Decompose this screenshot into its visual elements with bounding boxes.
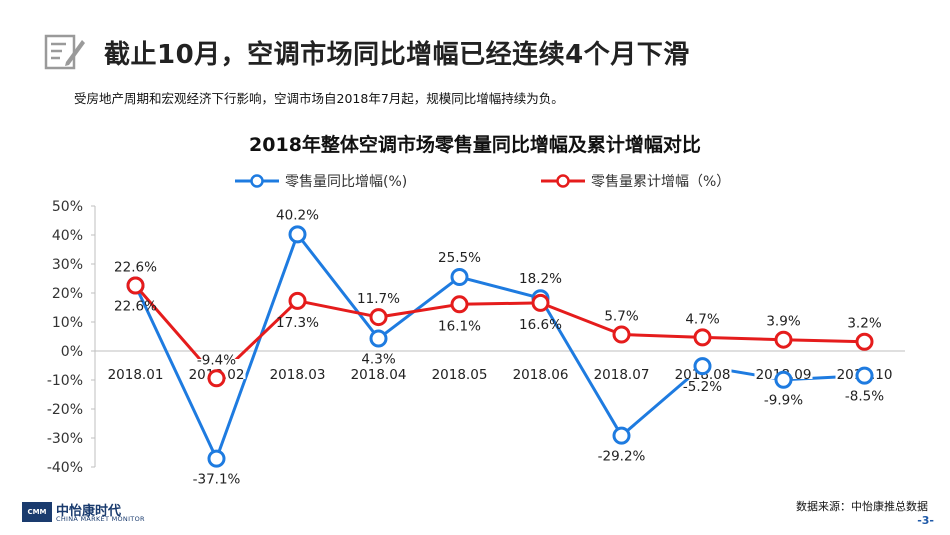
point-cumulative [450,295,469,314]
page-number: -3- [917,514,934,527]
point-cumulative [531,293,550,312]
x-tick-label-bg [187,359,246,379]
y-tick-label: -10% [47,373,83,389]
logo-brand: 中怡康时代 [56,504,122,519]
data-label-cumulative: 5.7% [604,308,638,324]
x-tick-label-bg [754,359,813,379]
y-tick-label: 50% [52,199,83,215]
y-tick-label: 10% [52,315,83,331]
x-tick-label: 2018.01 [108,367,164,383]
point-cumulative [369,308,388,327]
chart-title: 2018年整体空调市场零售量同比增幅及累计增幅对比 [249,134,701,156]
data-label-yoy: 22.6% [114,298,157,314]
point-yoy [369,329,388,348]
data-label-cumulative: 4.7% [685,311,719,327]
data-label-yoy: -8.5% [845,389,884,405]
x-tick-label-bg [106,359,165,379]
x-tick-label: 2018.05 [432,367,488,383]
y-tick-label: 40% [52,228,83,244]
data-label-cumulative: 11.7% [357,291,400,307]
y-tick-label: -20% [47,402,83,418]
data-label-cumulative: -9.4% [197,352,236,368]
data-source: 数据来源：中怡康推总数据 [796,500,928,513]
point-cumulative [855,332,874,351]
data-label-yoy: 4.3% [361,352,395,368]
point-yoy [288,225,307,244]
y-tick-label: -40% [47,460,83,476]
point-yoy [774,370,793,389]
point-yoy [693,357,712,376]
y-tick-label: 30% [52,257,83,273]
edit-document-icon [44,34,85,70]
page-subtitle: 受房地产周期和宏观经济下行影响，空调市场自2018年7月起，规模同比增幅持续为负… [74,91,564,106]
legend-label-cumulative: 零售量累计增幅（%） [591,174,731,190]
x-tick-label-bg [268,359,327,379]
legend-item-cumulative: 零售量累计增幅（%） [541,171,730,191]
logo-subtitle: CHINA MARKET MONITOR [56,515,145,523]
legend-marker-red [541,174,585,188]
point-yoy [612,426,631,445]
y-tick-label: 0% [61,344,83,360]
x-tick-label-bg [592,359,651,379]
series-line-yoy [134,232,865,461]
point-cumulative [693,328,712,347]
point-cumulative [612,325,631,344]
page-title: 截止10月，空调市场同比增幅已经连续4个月下滑 [104,40,690,70]
x-tick-label-bg [349,359,408,379]
data-label-cumulative: 17.3% [276,315,319,331]
data-label-yoy: -9.9% [764,393,803,409]
data-label-yoy: -5.2% [683,379,722,395]
logo-mark: CMM [22,502,52,522]
y-tick-label: 20% [52,286,83,302]
point-cumulative [126,276,145,295]
data-label-yoy: -37.1% [193,472,241,488]
data-label-yoy: -29.2% [598,449,646,465]
point-cumulative [207,369,226,388]
point-cumulative [288,291,307,310]
point-yoy [450,268,469,287]
x-tick-label-bg [511,359,570,379]
data-label-cumulative: 3.9% [766,314,800,330]
point-cumulative [774,330,793,349]
y-tick-label: -30% [47,431,83,447]
point-yoy [855,366,874,385]
legend-label-yoy: 零售量同比增幅(%) [285,174,408,190]
x-tick-label-bg [430,359,489,379]
data-label-cumulative: 16.1% [438,318,481,334]
data-label-yoy: 18.2% [519,271,562,287]
point-yoy [207,449,226,468]
x-tick-label: 2018.07 [594,367,650,383]
legend-marker-blue [235,174,279,188]
data-label-cumulative: 16.6% [519,317,562,333]
series-line-cumulative [134,284,865,380]
data-label-yoy: 40.2% [276,207,319,223]
data-label-cumulative: 3.2% [847,316,881,332]
x-tick-label: 2018.03 [270,367,326,383]
x-tick-label: 2018.06 [513,367,569,383]
data-label-yoy: 25.5% [438,250,481,266]
legend-item-yoy: 零售量同比增幅(%) [235,171,407,191]
x-tick-label: 2018.04 [351,367,407,383]
data-label-cumulative: 22.6% [114,259,157,275]
company-logo: CMM 中怡康时代 CHINA MARKET MONITOR [22,500,145,526]
